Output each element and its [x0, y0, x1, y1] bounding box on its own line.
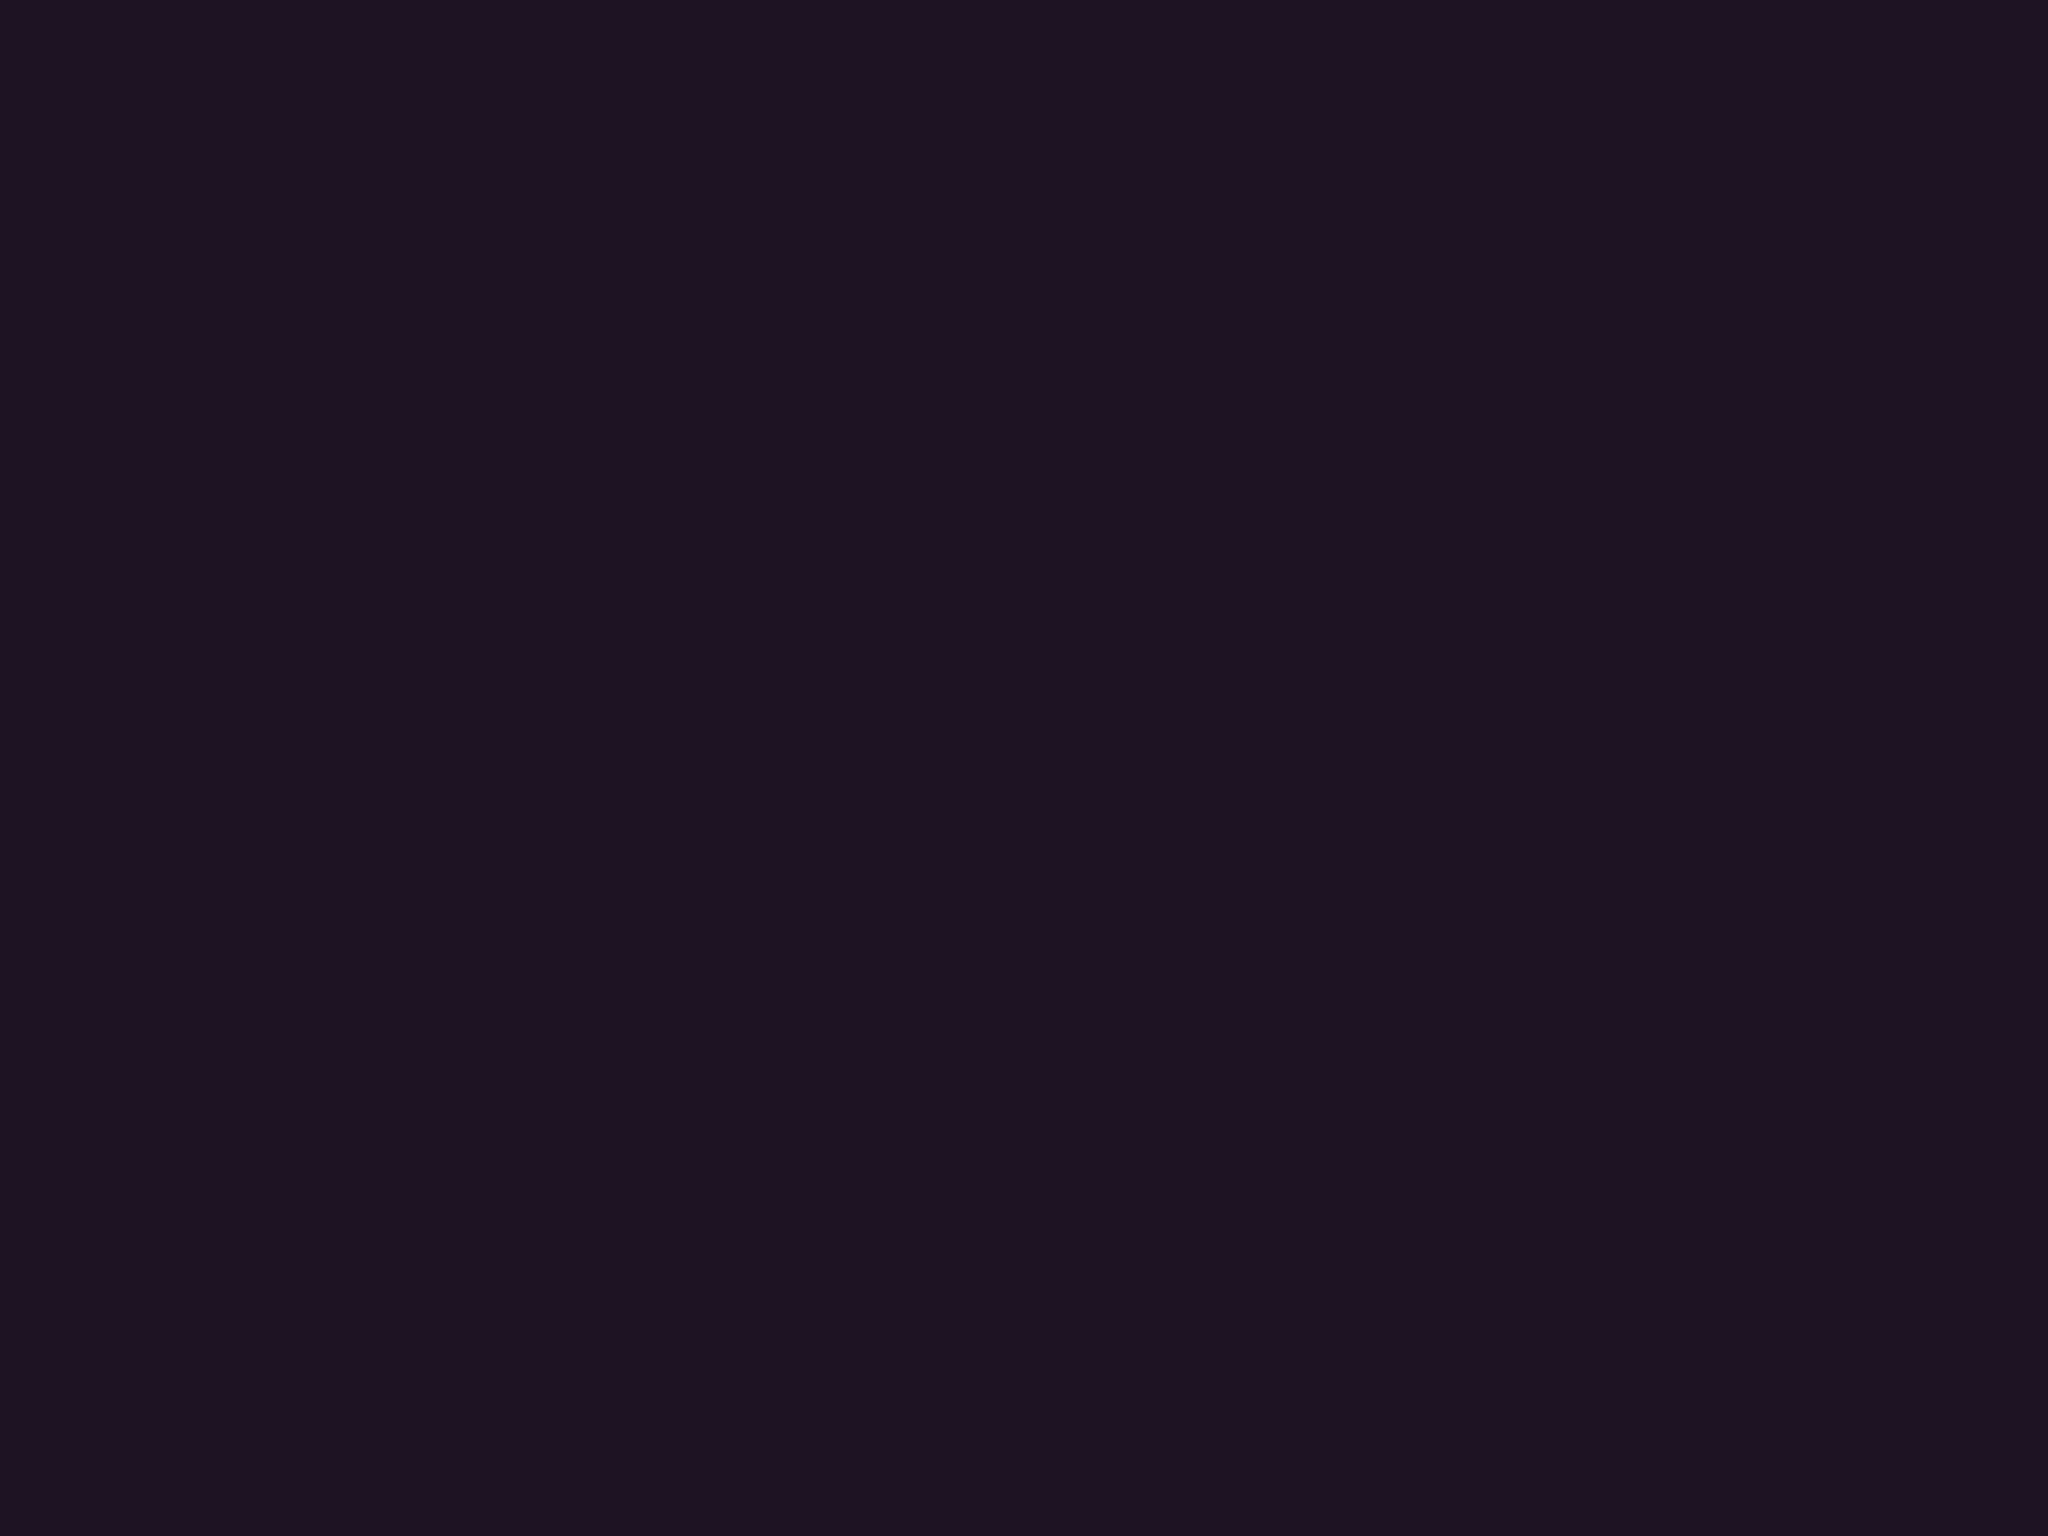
- slide-photo: /AR investment is increasing across all …: [0, 0, 2048, 1536]
- bottom-dark-strip: [0, 0, 2048, 1536]
